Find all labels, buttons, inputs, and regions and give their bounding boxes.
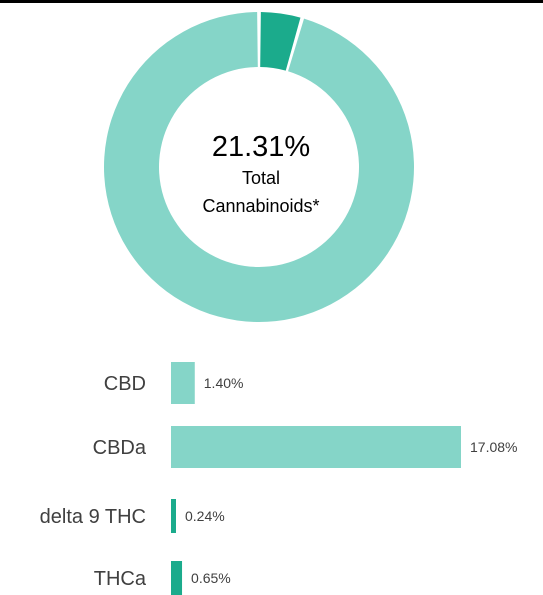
category-label: CBDa xyxy=(93,437,147,459)
value-label: 0.24% xyxy=(185,508,225,524)
bar-thca xyxy=(171,561,183,595)
bar-cbda xyxy=(171,426,461,468)
total-label: Total xyxy=(241,168,281,188)
cannabinoid-bar-chart: CBD 1.40% CBDa 17.08% delta 9 THC 0.24% THCa 0.… xyxy=(40,362,517,595)
category-label: CBD xyxy=(104,373,146,395)
category-label: THCa xyxy=(94,568,147,590)
total-percentage: 21.31% xyxy=(211,131,311,163)
donut-main-segment xyxy=(104,12,415,322)
donut-highlight-segment xyxy=(260,12,301,71)
bar-cbd xyxy=(171,362,195,404)
donut-chart xyxy=(104,12,415,322)
bar-delta-9-thc xyxy=(171,499,176,533)
category-label: delta 9 THC xyxy=(40,506,146,528)
cannabinoids-label: Cannabinoids* xyxy=(202,196,320,216)
value-label: 1.40% xyxy=(204,375,244,391)
top-rule xyxy=(0,0,543,3)
value-label: 0.65% xyxy=(191,570,231,586)
value-label: 17.08% xyxy=(470,439,517,455)
